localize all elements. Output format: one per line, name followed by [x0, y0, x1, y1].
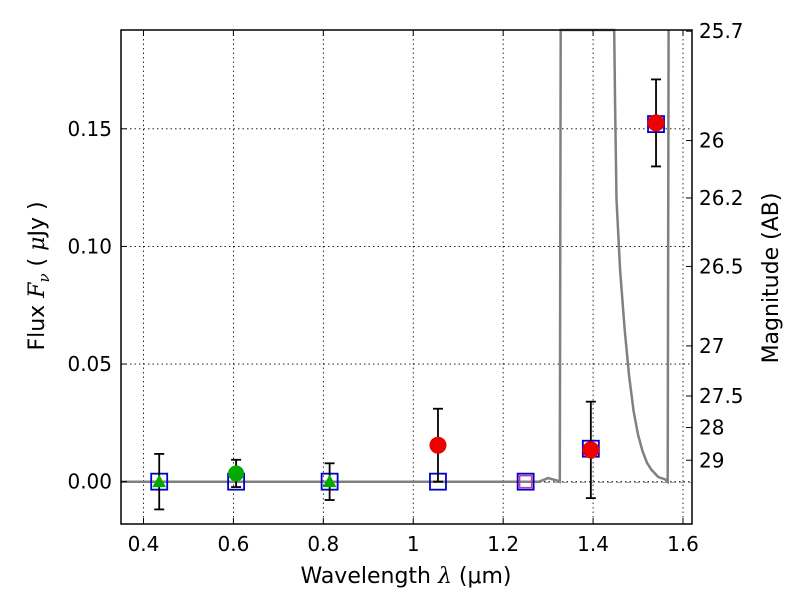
plot-frame	[120, 29, 693, 525]
y-axis-title-symbol: F	[25, 282, 50, 299]
green-circle-marker-0	[228, 465, 245, 482]
y2-tick-label-7: 29	[699, 448, 724, 472]
green-triangle-marker-1	[322, 474, 337, 488]
x-axis-title-unit: (μm)	[452, 564, 512, 589]
data-points-layer	[150, 78, 665, 511]
y-axis-title-unit: Jy )	[25, 201, 50, 238]
grid	[121, 30, 692, 524]
y2-axis-ticks: 25.7 26 26.2 26.5 27 27.5 28 29	[686, 19, 744, 472]
y-axis-title: Flux Fν ( μJy )	[25, 201, 53, 350]
x-axis-title-symbol: λ	[437, 564, 452, 589]
model-curve-layer	[121, 28, 692, 485]
red-circle-marker-1	[582, 441, 600, 459]
magenta-square-marker-0	[518, 474, 533, 489]
x-axis-ticks: 0.4 0.6 0.8 1 1.2 1.4 1.6	[128, 30, 699, 556]
y-tick-label-0: 0.00	[67, 470, 112, 494]
y-tick-label-2: 0.10	[67, 234, 112, 258]
x-tick-label-5: 1.4	[577, 532, 609, 556]
y2-tick-label-2: 26.2	[699, 186, 744, 210]
y-tick-label-1: 0.05	[67, 352, 112, 376]
y-axis-title-unit-symbol: μ	[25, 237, 50, 251]
y-axis-title-prefix: Flux	[25, 298, 50, 351]
red-circle-marker-0	[429, 436, 447, 454]
y-axis-ticks: 0.00 0.05 0.10 0.15	[67, 117, 127, 494]
y2-tick-label-4: 27	[699, 334, 724, 358]
green-triangle-marker-0	[152, 474, 167, 488]
x-axis-title: Wavelength λ (μm)	[300, 564, 511, 589]
y2-tick-label-3: 26.5	[699, 254, 744, 278]
y2-tick-label-5: 27.5	[699, 384, 744, 408]
y2-tick-label-6: 28	[699, 416, 724, 440]
y2-axis-title: Magnitude (AB)	[759, 193, 784, 364]
x-tick-label-0: 0.4	[128, 532, 160, 556]
x-tick-label-6: 1.6	[667, 532, 699, 556]
red-circle-marker-2	[647, 114, 665, 132]
y-axis-title-open: (	[25, 251, 50, 274]
y-axis-title-subscript: ν	[35, 273, 53, 282]
x-tick-label-4: 1.2	[487, 532, 519, 556]
model-curve	[121, 28, 670, 485]
y-tick-label-3: 0.15	[67, 117, 112, 141]
x-tick-label-1: 0.6	[217, 532, 249, 556]
open-square-marker-4	[516, 472, 535, 491]
x-tick-label-3: 1	[407, 532, 420, 556]
x-tick-label-2: 0.8	[307, 532, 339, 556]
y2-tick-label-1: 26	[699, 129, 724, 153]
x-axis-title-prefix: Wavelength	[300, 564, 438, 589]
y2-tick-label-0: 25.7	[699, 19, 744, 43]
